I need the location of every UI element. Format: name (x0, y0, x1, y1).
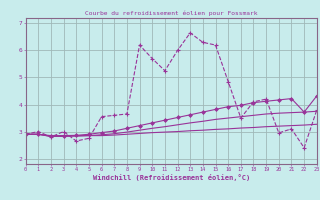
X-axis label: Windchill (Refroidissement éolien,°C): Windchill (Refroidissement éolien,°C) (92, 174, 250, 181)
Title: Courbe du refroidissement éolien pour Fossmark: Courbe du refroidissement éolien pour Fo… (85, 11, 258, 16)
